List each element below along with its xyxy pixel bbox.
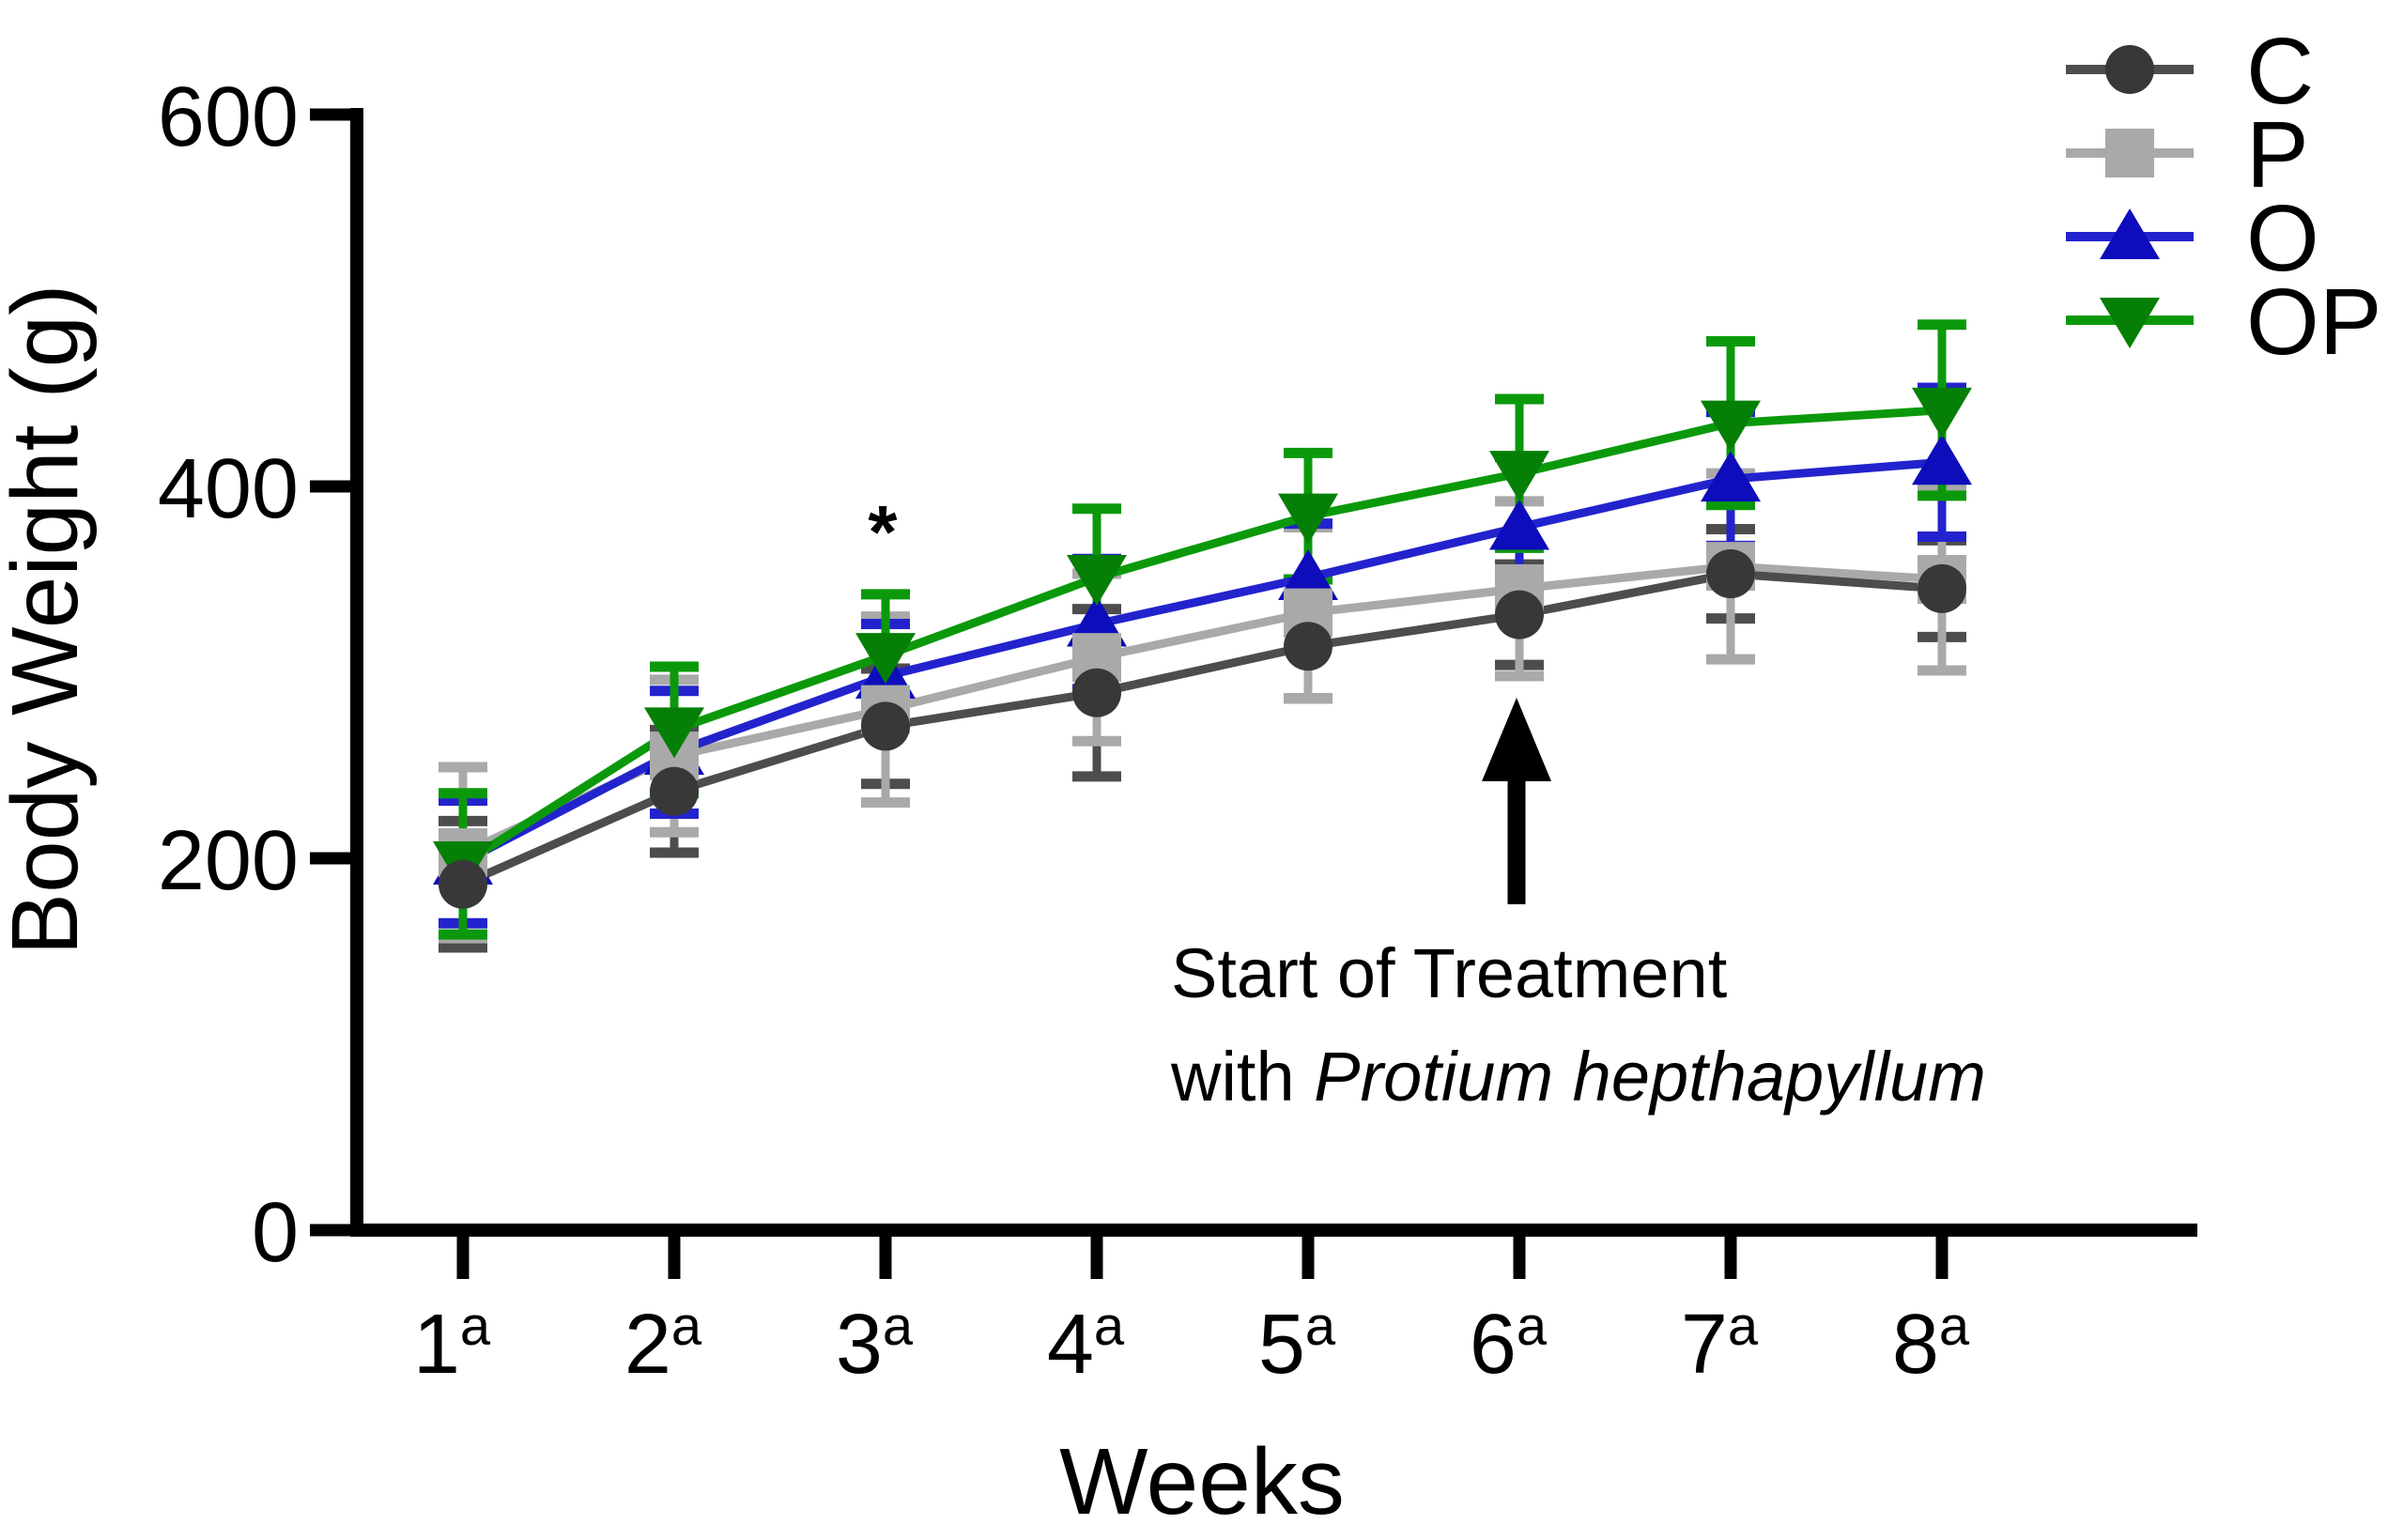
- legend-marker-C-icon: [2105, 45, 2154, 94]
- legend-label-OP: OP: [2246, 270, 2381, 375]
- x-tick-label-week5: 5a: [1258, 1296, 1336, 1392]
- annotation-line2: with Protium hepthapyllum: [1170, 1038, 1986, 1116]
- legend-item-P: P: [2066, 102, 2309, 208]
- series-line-O: [460, 457, 1943, 866]
- marker-OP-week7: [1701, 400, 1761, 452]
- marker-OP-week8: [1912, 387, 1972, 439]
- legend-label-O: O: [2246, 186, 2319, 291]
- marker-C-week5: [1284, 622, 1332, 671]
- marker-OP-week4: [1067, 555, 1127, 607]
- marker-O-week5: [1278, 549, 1338, 601]
- x-tick-label-week8: 8a: [1892, 1296, 1970, 1392]
- marker-C-week4: [1072, 668, 1121, 717]
- x-tick-label-week7: 7a: [1681, 1296, 1759, 1392]
- marker-OP-week3: [855, 633, 916, 685]
- marker-O-week7: [1701, 451, 1761, 502]
- x-tick-label-week2: 2a: [624, 1296, 702, 1392]
- x-tick-label-week4: 4a: [1047, 1296, 1125, 1392]
- series-line-C: [461, 569, 1943, 888]
- x-axis-label: Weeks: [1059, 1429, 1345, 1534]
- marker-C-week8: [1918, 563, 1966, 613]
- legend-item-O: O: [2066, 186, 2319, 291]
- y-tick-label-200: 200: [158, 814, 299, 908]
- legend-item-C: C: [2066, 19, 2314, 124]
- marker-O-week6: [1489, 499, 1549, 550]
- series-lines-layer: [460, 406, 1943, 888]
- marker-C-week7: [1706, 549, 1755, 599]
- annotation-line2-species: Protium hepthapyllum: [1314, 1038, 1986, 1116]
- legend-label-P: P: [2246, 102, 2309, 208]
- legend-label-C: C: [2246, 19, 2314, 124]
- annotation-line1: Start of Treatment: [1171, 934, 1728, 1012]
- marker-C-week1: [439, 859, 487, 909]
- x-tick-label-week1: 1a: [413, 1296, 491, 1392]
- x-tick-label-week3: 3a: [836, 1296, 914, 1392]
- significance-asterisk: *: [868, 490, 898, 574]
- marker-O-week8: [1912, 434, 1972, 485]
- marker-OP-week2: [644, 707, 704, 759]
- x-tick-label-week6: 6a: [1470, 1296, 1548, 1392]
- marker-C-week3: [861, 701, 910, 751]
- y-axis-label: Body Weight (g): [0, 284, 98, 955]
- marker-C-week6: [1495, 590, 1544, 639]
- series-line-OP: [460, 406, 1943, 868]
- y-tick-label-600: 600: [158, 70, 299, 164]
- legend-marker-P-icon: [2105, 129, 2154, 177]
- marker-C-week2: [650, 766, 699, 816]
- series-markers-layer: [433, 387, 1972, 909]
- y-tick-label-400: 400: [158, 442, 299, 536]
- annotation-line2-prefix: with: [1170, 1038, 1314, 1116]
- series-line-P: [461, 562, 1943, 857]
- axes-layer: 0 200 400 600 1a 2a 3a 4a 5a 6a 7a 8a: [158, 70, 2197, 1392]
- marker-OP-week5: [1278, 493, 1338, 545]
- marker-OP-week6: [1489, 451, 1549, 502]
- legend-marker-OP-icon: [2100, 298, 2160, 348]
- treatment-arrow-icon: [1482, 698, 1551, 904]
- legend-item-OP: OP: [2066, 270, 2381, 375]
- y-tick-label-0: 0: [252, 1186, 299, 1280]
- legend-marker-O-icon: [2100, 208, 2160, 259]
